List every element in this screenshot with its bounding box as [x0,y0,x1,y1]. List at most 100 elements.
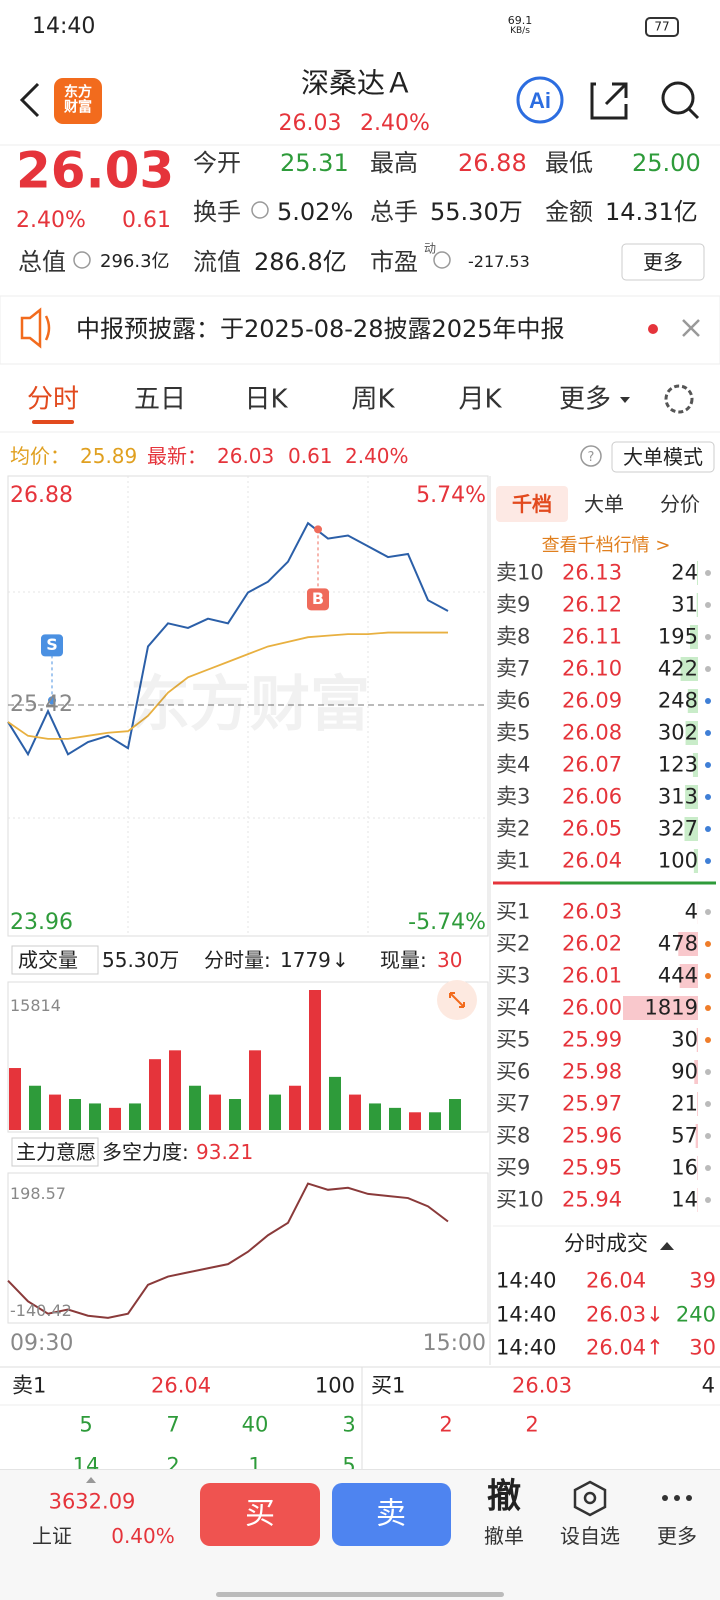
share-icon[interactable] [590,82,628,120]
book-volume: 327 [657,816,698,841]
book-dot [705,570,711,576]
speaker-icon [20,307,51,349]
notice-bg [0,295,720,365]
buy-button[interactable] [200,1483,320,1546]
book-dot [705,634,711,640]
book-price: 26.07 [562,752,623,777]
volume-selector[interactable] [11,945,99,975]
book-price: 26.12 [562,592,623,617]
more-label[interactable]: 更多 [657,1524,697,1548]
book-level: 卖4 [496,752,531,777]
buy-label[interactable]: 买 [245,1496,275,1532]
more-button[interactable] [621,243,705,281]
book-tab[interactable]: 千档 [512,492,552,516]
unread-dot [648,324,658,334]
book-level: 卖5 [496,720,531,745]
back-icon[interactable] [19,82,40,118]
header-icons [19,76,700,124]
collapse-icon[interactable] [660,1242,674,1250]
period-tab[interactable]: 周K [351,384,395,415]
tab-active-bg [496,486,568,522]
book-level: 买2 [496,931,531,956]
book-level: 卖9 [496,592,531,617]
depth-bar [697,1188,698,1212]
book-volume: 14 [671,1187,698,1212]
book-price: 26.06 [562,784,623,809]
book-price: 26.02 [562,931,623,956]
panel-level: 买1 [371,1373,406,1398]
mode-label[interactable]: 大单模式 [623,445,703,469]
header-change: 2.40% [360,110,430,136]
info-icon [251,201,269,219]
nav-graphics [86,1477,692,1597]
search-icon[interactable] [661,81,695,115]
period-tab[interactable]: 月K [458,384,502,415]
book-volume: 57 [671,1123,698,1148]
field-label: 换手 [193,197,241,226]
watch-label[interactable]: 设自选 [560,1524,620,1548]
book-dot [705,1133,711,1139]
panel-volume: 100 [314,1373,355,1398]
more-button-label[interactable]: 更多 [643,250,683,274]
depth-bar [684,817,698,841]
status-time: 14:40 [32,13,96,39]
notice-text[interactable]: 中报预披露：于2025-08-28披露2025年中报 [76,314,565,343]
panel-volume: 4 [701,1373,715,1398]
mode-button[interactable] [611,441,715,473]
book-volume: 24 [671,560,698,585]
ai-label: Ai [529,88,551,113]
book-level: 卖8 [496,624,531,649]
watermark: 东方财富 [130,670,370,740]
trade-volume: 240 [675,1301,716,1326]
depth-bar [685,785,698,809]
strength-value: 93.21 [196,1140,254,1164]
index-change: 0.40% [111,1524,175,1548]
volume-selector-label[interactable]: 成交量 [18,948,78,972]
book-price: 26.04 [562,848,623,873]
field-label: 最低 [545,148,593,177]
book-price: 26.03 [562,899,623,924]
book-dot [705,1037,711,1043]
depth-bar [696,1028,698,1052]
close-icon[interactable] [682,319,700,337]
field-value: 25.00 [632,148,701,177]
more-dot [662,1495,668,1501]
trade-price: 26.04 [586,1268,647,1293]
book-volume: 422 [657,656,698,681]
period-tab[interactable]: 更多 [558,384,612,415]
book-tab[interactable]: 分价 [660,492,700,516]
sell-label[interactable]: 卖 [376,1496,406,1532]
book-price: 26.09 [562,688,623,713]
depth-bar [693,849,698,873]
strength-selector-label[interactable]: 主力意愿 [16,1140,96,1164]
y-tick-label: 23.96 [10,909,73,935]
trades-title: 分时成交 [564,1231,648,1256]
book-link[interactable]: 查看千档行情 > [541,535,671,557]
book-volume: 248 [657,688,698,713]
index-name: 上证 [32,1524,72,1548]
period-tab[interactable]: 五日 [133,384,187,415]
book-dot [705,1005,711,1011]
latest-label: 最新： [147,444,207,468]
depth-bar [680,657,698,681]
sell-button[interactable] [332,1483,451,1546]
period-tab[interactable]: 分时 [26,384,80,415]
settings-icon[interactable] [664,384,694,414]
depth-bar [697,1156,698,1180]
period-tab[interactable]: 日K [244,384,288,415]
cancel-label[interactable]: 撤单 [484,1524,524,1548]
book-price: 26.01 [562,963,623,988]
book-tab[interactable]: 大单 [584,492,624,516]
ai-icon[interactable] [516,76,564,124]
y2-tick-label: 5.74% [416,482,486,508]
book-volume: 444 [657,963,698,988]
field-label: 最高 [370,148,418,177]
book-price: 26.00 [562,995,623,1020]
book-price: 26.11 [562,624,623,649]
book-level: 卖1 [496,848,531,873]
strength-selector[interactable] [11,1137,99,1167]
help-icon[interactable] [580,445,602,467]
book-level: 买8 [496,1123,531,1148]
book-price: 25.98 [562,1059,623,1084]
book-dot [705,1069,711,1075]
